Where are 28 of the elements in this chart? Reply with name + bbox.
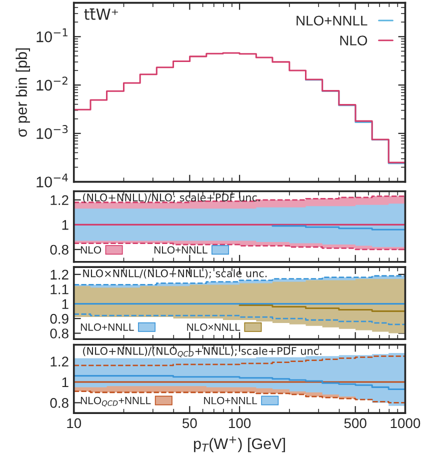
x-tick-label: 10 — [67, 418, 82, 428]
y-tick-label: 10$^{−4}$ — [36, 174, 68, 188]
y-tick-label: 10$^{−2}$ — [36, 76, 68, 91]
y-axis-title: σ per bin [pb] — [16, 48, 30, 137]
y-tick-label: 0.9 — [50, 314, 68, 324]
text: NLO — [80, 246, 102, 254]
y-tick-label: 1.1 — [50, 284, 68, 294]
y-tick-label: 1.2 — [50, 270, 68, 280]
y-tick-label: 0.8 — [50, 244, 68, 255]
y-tick-label: 1 — [62, 220, 68, 230]
y-tick-label: 1 — [62, 378, 68, 388]
x-axis-title: p$_{T}$(W$^{+}$) [GeV] — [194, 436, 285, 452]
y-tick-label: 1 — [62, 299, 68, 309]
y-tick-label: 10$^{−1}$ — [36, 28, 68, 42]
x-tick-label: 50 — [182, 418, 197, 428]
x-tick-label: 1000 — [390, 418, 420, 428]
y-tick-label: 10$^{−3}$ — [36, 125, 68, 139]
annotation: (NLO+NNLL)/NLO; scale+PDF unc. — [83, 193, 260, 203]
y-tick-label: 1.2 — [50, 356, 68, 366]
legend-label: NLO+NNLL — [154, 246, 208, 254]
legend-label: NLO — [340, 36, 368, 46]
y-tick-label: 0.8 — [50, 398, 68, 408]
x-tick-label: 100 — [229, 418, 251, 428]
y-tick-label: 0.8 — [50, 328, 68, 338]
x-tick-label: 500 — [344, 418, 366, 428]
legend-label: NLO+NNLL — [296, 16, 368, 26]
y-tick-label: 1.2 — [50, 195, 68, 205]
annotation: tt̄W⁺ — [84, 8, 118, 20]
